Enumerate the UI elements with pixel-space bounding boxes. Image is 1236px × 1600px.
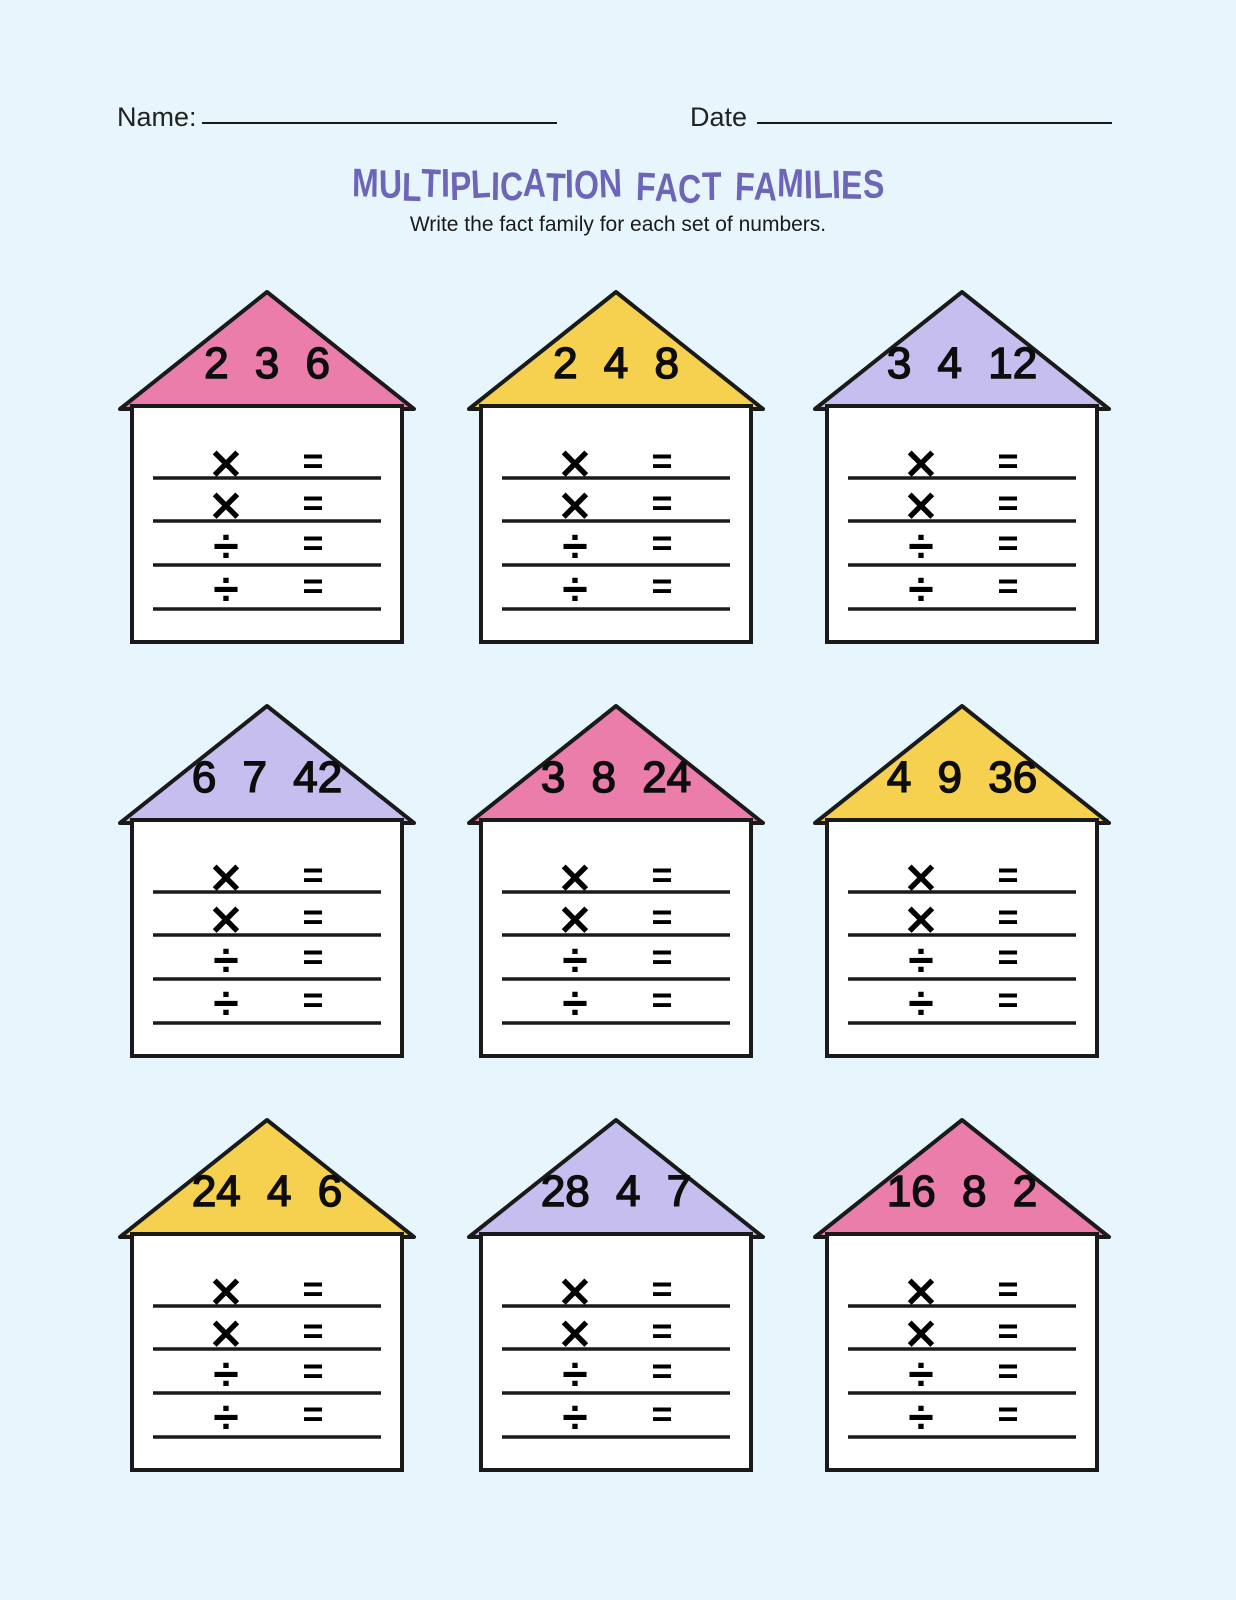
svg-text:=: = — [997, 854, 1018, 895]
svg-text:÷: ÷ — [908, 563, 933, 615]
svg-text:=: = — [651, 522, 672, 563]
svg-text:✕: ✕ — [208, 855, 243, 902]
svg-text:=: = — [651, 565, 672, 606]
svg-text:✕: ✕ — [903, 1269, 938, 1316]
svg-text:=: = — [997, 522, 1018, 563]
svg-text:=: = — [651, 1310, 672, 1351]
svg-text:÷: ÷ — [213, 563, 238, 615]
svg-text:=: = — [651, 936, 672, 977]
svg-text:✕: ✕ — [903, 441, 938, 488]
svg-text:=: = — [997, 1350, 1018, 1391]
svg-text:=: = — [997, 440, 1018, 481]
svg-text:=: = — [651, 854, 672, 895]
svg-text:=: = — [302, 440, 323, 481]
svg-text:÷: ÷ — [213, 977, 238, 1029]
svg-text:=: = — [302, 1310, 323, 1351]
svg-text:=: = — [302, 482, 323, 523]
svg-text:=: = — [997, 936, 1018, 977]
svg-text:=: = — [997, 565, 1018, 606]
svg-text:÷: ÷ — [562, 563, 587, 615]
svg-text:=: = — [651, 1268, 672, 1309]
svg-text:✕: ✕ — [208, 441, 243, 488]
svg-text:=: = — [651, 1393, 672, 1434]
svg-text:÷: ÷ — [908, 1391, 933, 1443]
svg-text:=: = — [651, 896, 672, 937]
svg-text:=: = — [997, 1310, 1018, 1351]
svg-text:✕: ✕ — [557, 1269, 592, 1316]
svg-text:÷: ÷ — [562, 1391, 587, 1443]
svg-text:=: = — [997, 896, 1018, 937]
svg-text:=: = — [651, 1350, 672, 1391]
svg-text:=: = — [302, 522, 323, 563]
svg-text:✕: ✕ — [208, 1269, 243, 1316]
svg-text:=: = — [997, 1393, 1018, 1434]
svg-text:=: = — [651, 482, 672, 523]
svg-text:=: = — [302, 1268, 323, 1309]
svg-text:÷: ÷ — [213, 1391, 238, 1443]
svg-text:=: = — [997, 482, 1018, 523]
svg-text:✕: ✕ — [903, 855, 938, 902]
svg-text:÷: ÷ — [562, 977, 587, 1029]
svg-text:=: = — [997, 1268, 1018, 1309]
svg-text:=: = — [302, 979, 323, 1020]
svg-text:=: = — [651, 979, 672, 1020]
svg-text:=: = — [302, 854, 323, 895]
svg-text:=: = — [302, 896, 323, 937]
svg-text:=: = — [302, 565, 323, 606]
svg-text:÷: ÷ — [908, 977, 933, 1029]
svg-text:=: = — [302, 1350, 323, 1391]
svg-text:=: = — [302, 936, 323, 977]
svg-text:=: = — [651, 440, 672, 481]
svg-text:=: = — [997, 979, 1018, 1020]
svg-text:✕: ✕ — [557, 855, 592, 902]
svg-text:✕: ✕ — [557, 441, 592, 488]
svg-text:=: = — [302, 1393, 323, 1434]
